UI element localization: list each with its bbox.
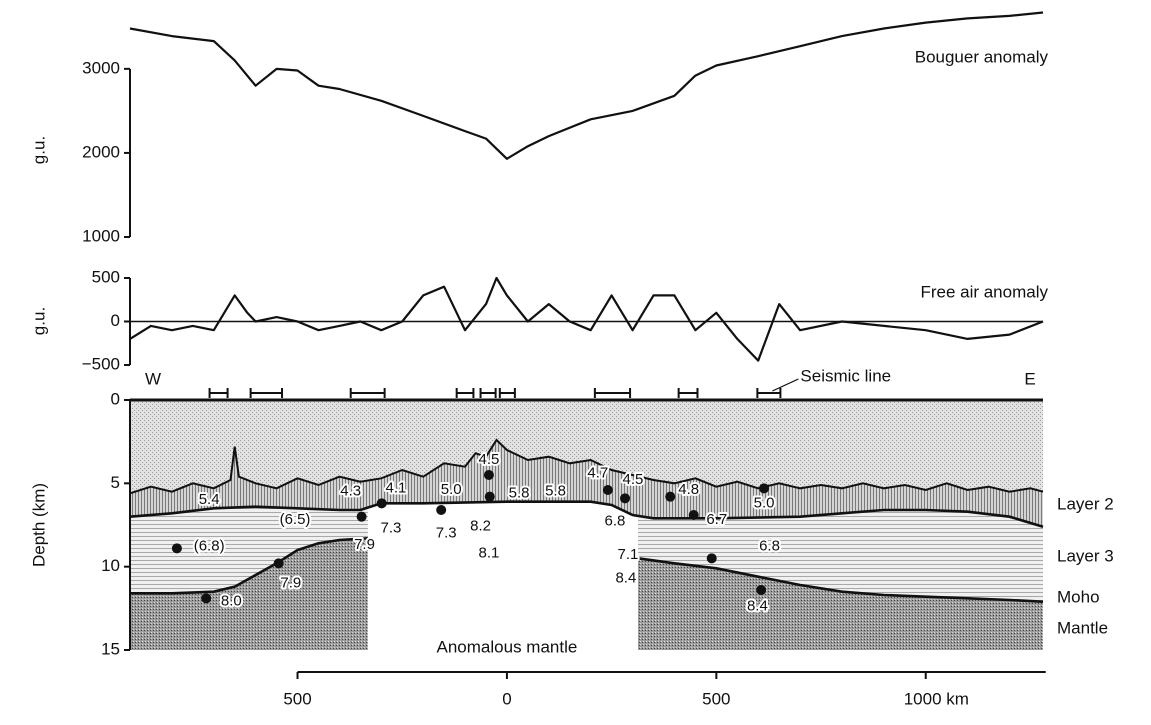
y-tick-label: 10	[101, 556, 120, 575]
y-axis-title: g.u.	[29, 136, 48, 164]
station	[602, 485, 613, 495]
station	[376, 498, 387, 509]
seismic-line	[756, 388, 782, 398]
boundary-line	[129, 438, 1044, 495]
station	[356, 511, 367, 522]
seismic-line	[249, 388, 284, 398]
layer-label: Moho	[1057, 587, 1100, 606]
y-tick-label: 3000	[82, 58, 120, 77]
velocity-label: 4.5	[478, 451, 499, 468]
velocity-label: 8.2	[470, 518, 491, 535]
station	[759, 483, 770, 494]
y-tick-label: 0	[111, 311, 120, 330]
layer-2	[130, 440, 1043, 527]
velocity-label: 5.0	[754, 494, 775, 511]
y-tick-label: 2000	[82, 142, 120, 161]
velocity-label: 5.8	[545, 483, 566, 500]
velocity-label: 4.5	[623, 471, 644, 488]
layer-3	[638, 510, 1043, 602]
velocity-label: (6.5)	[280, 511, 311, 528]
seismic-line	[593, 388, 632, 398]
station	[706, 553, 717, 564]
mantle	[130, 538, 368, 650]
layer-3	[130, 506, 368, 594]
east-label: E	[1024, 369, 1035, 388]
panel-title: Free air anomaly	[920, 282, 1048, 301]
boundary-line	[129, 500, 1044, 528]
x-tick-label: 1000 km	[904, 689, 969, 708]
y-tick-label: 1000	[82, 226, 120, 245]
velocity-label: 6.7	[706, 511, 727, 528]
velocity-label: 4.7	[587, 464, 608, 481]
velocity-label: 8.4	[615, 569, 636, 586]
boundary-line	[130, 537, 1044, 603]
mantle-label: Mantle	[1057, 618, 1108, 637]
layer-label: Layer 3	[1057, 546, 1114, 565]
station	[620, 493, 631, 504]
x-tick-label: 0	[502, 689, 511, 708]
seismic-line	[479, 388, 497, 398]
seismic-line	[498, 388, 516, 398]
velocity-label: 4.1	[386, 479, 407, 496]
anomalous-label: Anomalous mantle	[437, 637, 578, 656]
velocity-label: 5.4	[199, 491, 220, 508]
station	[171, 543, 182, 554]
y-axis-title: g.u.	[29, 307, 48, 335]
velocity-label: 4.3	[340, 483, 361, 500]
water-sediment	[130, 400, 1043, 494]
velocity-label: 4.8	[678, 481, 699, 498]
seismic-line	[455, 388, 475, 398]
y-axis-title: Depth (km)	[29, 483, 48, 567]
station	[484, 491, 495, 502]
velocity-label: (6.8)	[194, 538, 225, 555]
seismic-line	[349, 388, 386, 398]
station	[201, 593, 212, 604]
x-tick-label: 500	[283, 689, 311, 708]
y-tick-label: 0	[111, 389, 120, 408]
velocity-label: 8.1	[478, 544, 499, 561]
velocity-label: 7.3	[380, 519, 401, 536]
y-tick-label: 15	[101, 639, 120, 658]
velocity-label: 5.8	[509, 484, 530, 501]
seismic-line	[677, 388, 699, 398]
station	[665, 491, 676, 502]
velocity-label: 8.4	[747, 598, 768, 615]
station	[688, 510, 699, 520]
leader	[772, 378, 799, 392]
y-tick-label: 5	[111, 473, 120, 492]
velocity-label: 7.1	[618, 546, 639, 563]
velocity-label: 8.0	[221, 593, 242, 610]
velocity-label: 7.9	[354, 536, 375, 553]
station	[483, 470, 494, 480]
west-label: W	[145, 369, 161, 388]
station	[273, 558, 284, 569]
velocity-label: 5.0	[441, 481, 462, 498]
mantle	[638, 558, 1043, 650]
layer-label: Layer 2	[1057, 494, 1114, 513]
y-tick-label: −500	[82, 354, 120, 373]
velocity-label: 6.8	[605, 513, 626, 530]
station	[436, 505, 447, 515]
y-tick-label: 500	[92, 267, 120, 286]
panel-title: Bouguer anomaly	[915, 47, 1049, 66]
anomaly-line	[129, 276, 1044, 362]
station	[756, 585, 767, 595]
velocity-label: 7.9	[280, 574, 301, 591]
seismic-label: Seismic line	[800, 366, 891, 385]
velocity-label: 7.3	[436, 524, 457, 541]
seismic-line	[208, 388, 229, 398]
velocity-label: 6.8	[759, 538, 780, 555]
anomaly-line	[129, 11, 1044, 160]
x-tick-label: 500	[702, 689, 730, 708]
